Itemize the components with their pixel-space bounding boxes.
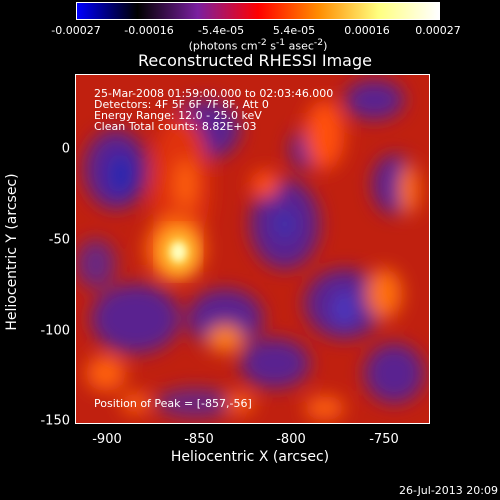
time-range-label: 25-Mar-2008 01:59:00.000 to 02:03:46.000 bbox=[94, 87, 334, 100]
x-tick-label: -850 bbox=[184, 432, 214, 447]
peak-position-label: Position of Peak = [-857,-56] bbox=[94, 397, 252, 410]
y-tick-label: 0 bbox=[61, 141, 70, 157]
x-tick-label: -900 bbox=[92, 432, 122, 447]
rhessi-image-canvas bbox=[76, 75, 429, 423]
y-tick-label: -50 bbox=[48, 232, 70, 248]
x-tick-label: -800 bbox=[276, 432, 306, 447]
detectors-label: Detectors: 4F 5F 6F 7F 8F, Att 0 bbox=[94, 98, 269, 111]
plot-title: Reconstructed RHESSI Image bbox=[138, 51, 372, 70]
colorbar-tick-label: 5.4e-05 bbox=[272, 24, 316, 37]
colorbar-tick-label: -0.00016 bbox=[124, 24, 174, 37]
colorbar bbox=[76, 2, 440, 20]
y-tick-label: -100 bbox=[40, 323, 70, 339]
x-axis-label: Heliocentric X (arcsec) bbox=[170, 449, 330, 465]
rhessi-image bbox=[75, 74, 430, 424]
clean-counts-label: Clean Total counts: 8.82E+03 bbox=[94, 120, 257, 133]
colorbar-tick-label: -0.00027 bbox=[51, 24, 101, 37]
colorbar-tick-label: 0.00027 bbox=[415, 24, 461, 37]
footer-timestamp: 26-Jul-2013 20:09 bbox=[398, 484, 498, 497]
colorbar-tick-label: -5.4e-05 bbox=[197, 24, 245, 37]
energy-range-label: Energy Range: 12.0 - 25.0 keV bbox=[94, 109, 262, 122]
y-tick-label: -150 bbox=[40, 413, 70, 429]
colorbar-tick-label: 0.00016 bbox=[344, 24, 390, 37]
x-tick-label: -750 bbox=[369, 432, 399, 447]
colorbar-units: (photons cm-2 s-1 asec-2) bbox=[188, 37, 328, 53]
y-axis-label: Heliocentric Y (arcsec) bbox=[4, 173, 20, 331]
